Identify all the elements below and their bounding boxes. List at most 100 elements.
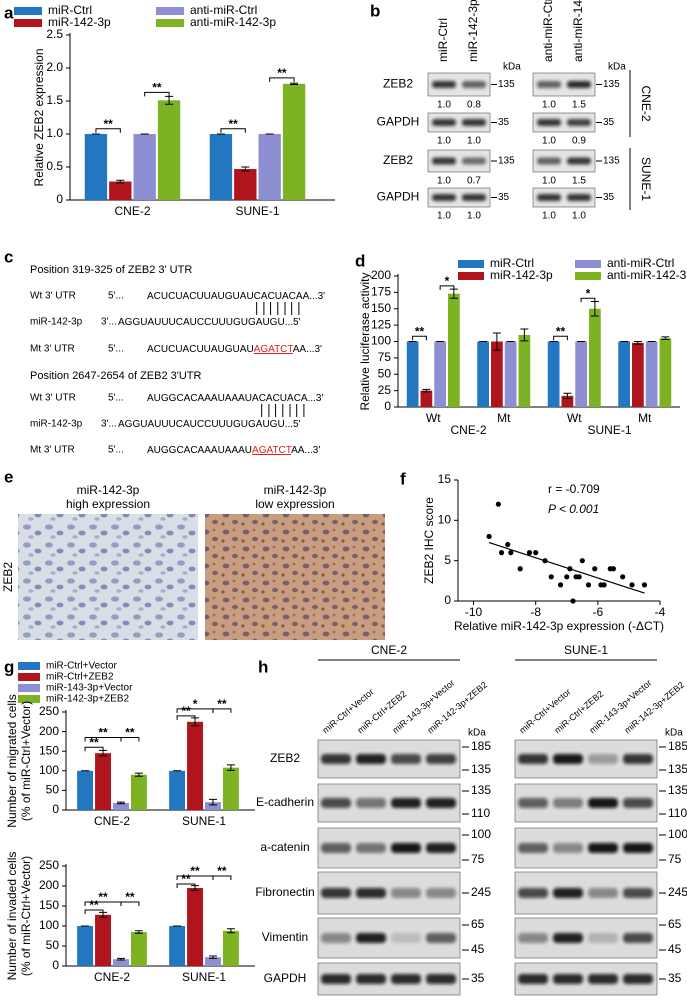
y-tick-label: 0 — [384, 399, 391, 413]
bar — [169, 770, 186, 810]
bar — [518, 334, 531, 407]
row-label: Mt 3' UTR — [30, 445, 75, 456]
marker-label: 65 — [471, 917, 485, 931]
x-tick-label: -4 — [655, 605, 666, 619]
marker-label: 35 — [471, 971, 485, 985]
bar — [84, 134, 108, 200]
bar — [113, 802, 129, 810]
blot-band — [553, 843, 583, 853]
blot-band — [432, 194, 456, 201]
significance-label: ** — [190, 864, 200, 878]
lane-label: miR-142-3p — [466, 0, 480, 62]
point — [601, 582, 607, 588]
bar — [187, 888, 203, 966]
error-bar — [290, 82, 299, 85]
blot-band — [537, 81, 561, 88]
sequence: ACUCUACUUAUGUAUAGATCTAA...3' — [147, 344, 322, 355]
kda-label: kDa — [468, 728, 486, 739]
point — [548, 574, 554, 580]
legend-swatch — [14, 7, 42, 15]
error-bar — [226, 928, 235, 934]
x-tick-label: -10 — [465, 605, 483, 619]
y-tick-label: 10 — [438, 513, 452, 527]
y-tick-label: 1.0 — [46, 126, 63, 140]
cell-line-label: SUNE-1 — [564, 643, 608, 657]
y-tick-label: 250 — [39, 704, 59, 718]
significance-bracket — [144, 91, 170, 97]
bar — [209, 134, 233, 200]
blot-band — [567, 119, 591, 126]
error-bar — [422, 388, 431, 393]
density-label: 1.0 — [437, 211, 451, 222]
prime-label: 5'... — [108, 291, 124, 302]
blot-band — [391, 843, 421, 853]
row-label: miR-142-3p — [30, 419, 83, 430]
legend-label: miR-Ctrl — [48, 3, 92, 17]
stain-label: ZEB2 — [1, 562, 15, 592]
y-tick-label: 0.5 — [46, 159, 63, 173]
bar — [282, 83, 306, 200]
image-title: high expression — [66, 497, 150, 511]
blot-band — [426, 754, 456, 764]
density-label: 1.5 — [572, 100, 586, 111]
legend-label: anti-miR-Ctrl — [607, 256, 674, 270]
significance-label: ** — [89, 898, 99, 912]
point — [498, 550, 505, 556]
mutation: AGATCT — [252, 445, 292, 456]
y-tick-label: 50 — [46, 938, 60, 952]
significance-bracket — [120, 736, 140, 742]
legend-swatch — [156, 19, 184, 27]
marker-label: 245 — [471, 885, 491, 899]
y-axis-label: (% of miR-Ctrl+Vector) — [19, 701, 33, 821]
density-label: 1.0 — [542, 211, 556, 222]
bar — [406, 341, 419, 407]
blot-band — [623, 754, 653, 764]
point — [579, 558, 585, 564]
marker-label: 135 — [471, 783, 491, 797]
significance-label: ** — [217, 864, 227, 878]
stat-label: P < 0.001 — [548, 502, 599, 516]
row-label: E-cadherin — [256, 795, 314, 809]
significance-bracket — [212, 875, 232, 880]
blot-band — [391, 798, 421, 808]
point — [629, 582, 635, 588]
marker-label: 75 — [471, 852, 485, 866]
blot-strip — [427, 72, 491, 97]
point — [486, 533, 492, 540]
significance-label: ** — [277, 66, 287, 80]
sequence: ACUCUACUUAUGUAUCACUACAA...3' — [147, 291, 325, 302]
ihc-image — [205, 514, 385, 640]
significance-label: ** — [125, 890, 135, 904]
site-title: Position 2647-2654 of ZEB2 3'UTR — [30, 370, 202, 382]
error-bar — [134, 930, 143, 934]
kda-label: kDa — [665, 728, 683, 739]
sequence-text: AUGGCACAAAUAAAU — [147, 445, 252, 456]
blot-band — [567, 157, 591, 165]
legend-swatch — [156, 7, 184, 15]
y-tick-label: 75 — [378, 350, 392, 364]
significance-label: ** — [125, 726, 135, 740]
y-tick-label: 200 — [371, 268, 391, 282]
legend-label: miR-142-3p — [490, 268, 553, 282]
significance-bracket — [84, 909, 104, 914]
blot-strip — [427, 187, 491, 208]
panel-letter: e — [4, 467, 13, 486]
marker-label: 35 — [603, 192, 615, 203]
error-bar — [116, 957, 125, 961]
point — [570, 598, 576, 604]
significance-bracket — [95, 128, 121, 133]
blot-band — [432, 81, 456, 88]
significance-label: * — [193, 697, 198, 711]
blot-band — [321, 754, 351, 764]
blot-strip — [532, 72, 596, 97]
point — [557, 582, 564, 588]
mutation: AGATCT — [254, 344, 294, 355]
legend-swatch — [458, 272, 484, 280]
blot-band — [432, 119, 456, 126]
significance-bracket — [212, 708, 232, 713]
legend-label: miR-Ctrl — [490, 256, 534, 270]
significance-bracket — [176, 883, 196, 888]
marker-label: 75 — [668, 852, 682, 866]
y-tick-label: 0 — [52, 802, 59, 816]
legend-label: miR-Ctrl+Vector — [46, 661, 118, 672]
